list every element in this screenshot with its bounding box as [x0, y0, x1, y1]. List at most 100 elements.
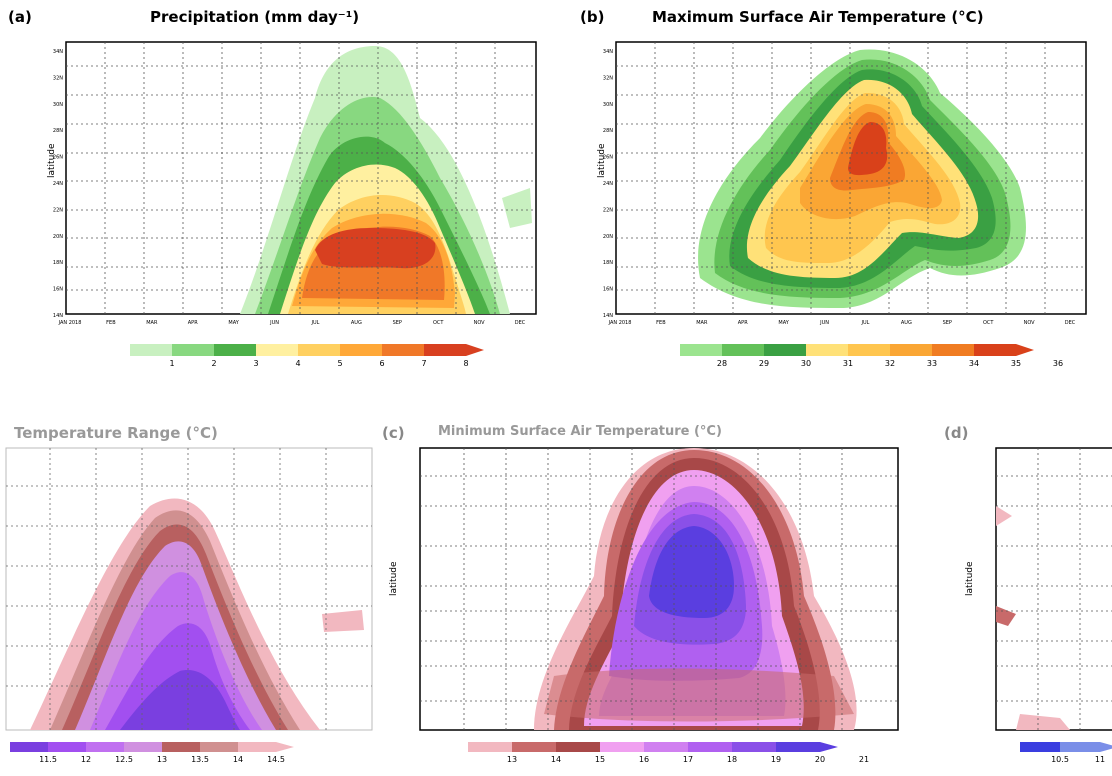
panel-c-grid — [6, 448, 372, 730]
tmin-band-8 — [649, 526, 734, 618]
x-tick-label: MAY — [778, 320, 789, 326]
colorbar-swatch — [298, 344, 340, 356]
colorbar-swatch — [600, 742, 644, 752]
panel-e-colorbar: 10.5 11 — [1020, 742, 1112, 764]
colorbar-swatch — [1020, 742, 1060, 752]
colorbar-label: 14 — [551, 755, 561, 764]
colorbar-label: 34 — [969, 359, 979, 368]
panel-b-grid — [616, 42, 1086, 314]
colorbar-swatch — [340, 344, 382, 356]
x-tick-label: FEB — [106, 320, 116, 326]
colorbar-swatch — [238, 742, 276, 752]
colorbar-swatch — [764, 344, 806, 356]
colorbar-label: 13 — [507, 755, 517, 764]
y-tick-label: 18N — [603, 260, 613, 266]
x-tick-label: SEP — [393, 320, 402, 326]
colorbar-label: 5 — [337, 359, 342, 368]
colorbar-label: 3 — [253, 359, 258, 368]
precip-green-edge — [502, 188, 532, 228]
colorbar-swatch — [512, 742, 556, 752]
colorbar-swatch — [806, 344, 848, 356]
x-tick-label: APR — [738, 320, 748, 326]
x-tick-label: JUN — [819, 320, 829, 326]
y-tick-label: 34N — [53, 49, 63, 55]
colorbar-swatch — [256, 344, 298, 356]
x-tick-label: AUG — [901, 320, 912, 326]
y-tick-label: 32N — [603, 75, 613, 81]
colorbar-label: 18 — [727, 755, 737, 764]
panel-d-title: Minimum Surface Air Temperature (°C) — [438, 424, 722, 439]
panel-b-label: (b) — [580, 8, 605, 26]
colorbar-swatch — [130, 344, 172, 356]
panel-a-field — [240, 46, 532, 315]
colorbar-label: 30 — [801, 359, 811, 368]
panel-a-grid — [66, 42, 536, 314]
panel-e-label: (d) — [944, 424, 969, 442]
colorbar-swatch — [732, 742, 776, 752]
colorbar-swatch — [848, 344, 890, 356]
colorbar-label: 33 — [927, 359, 937, 368]
e-blob-1 — [996, 506, 1012, 526]
colorbar-label: 8 — [463, 359, 468, 368]
colorbar-swatch — [680, 344, 722, 356]
panel-d-colorbar: 13 14 15 16 17 18 19 20 21 — [468, 742, 869, 764]
y-tick-label: 20N — [603, 234, 613, 240]
y-tick-label: 24N — [603, 181, 613, 187]
colorbar-swatch — [556, 742, 600, 752]
colorbar-swatch — [1060, 742, 1100, 752]
panel-b-xticks: JAN 2018 FEB MAR APR MAY JUN JUL AUG SEP OCT NOV DE… — [608, 320, 1076, 326]
x-tick-label: NOV — [1024, 320, 1036, 326]
x-tick-label: AUG — [351, 320, 362, 326]
colorbar-arrow — [466, 344, 484, 356]
panel-b-colorbar: 28 29 30 31 32 33 34 35 36 — [680, 344, 1063, 368]
panel-a-title: Precipitation (mm day⁻¹) — [150, 8, 360, 26]
panel-b-field — [698, 49, 1026, 309]
colorbar-swatch — [10, 742, 48, 752]
x-tick-label: JUN — [269, 320, 279, 326]
colorbar-swatch — [890, 344, 932, 356]
panel-b-chart: latitude 14N 16N 18N 20N 22N 24N 26N 28N 30N 32N 3… — [597, 41, 1087, 368]
colorbar-label: 14.5 — [267, 755, 285, 764]
x-tick-label: MAR — [696, 320, 708, 326]
panel-d-label: (c) — [382, 424, 405, 442]
panel-d-field — [534, 448, 857, 730]
colorbar-swatch — [124, 742, 162, 752]
tmax-band-8 — [848, 122, 888, 176]
colorbar-swatch — [722, 344, 764, 356]
colorbar-swatch — [48, 742, 86, 752]
panel-c-chart: 11.5 12 12.5 13 13.5 14 14.5 — [5, 447, 373, 764]
colorbar-label: 4 — [295, 359, 300, 368]
panel-e-frame — [995, 447, 1112, 731]
y-tick-label: 20N — [53, 234, 63, 240]
y-tick-label: 34N — [603, 49, 613, 55]
panel-e-ylabel: latitude — [965, 561, 975, 596]
panel-a-label: (a) — [8, 8, 32, 26]
panel-a-plot: latitude 14N 16N 18N 20N 22N 24N 26N 28N 30N 32N 3… — [47, 41, 537, 326]
colorbar-label: 13.5 — [191, 755, 209, 764]
y-tick-label: 22N — [53, 207, 63, 213]
tmin-bottom-blob — [544, 668, 854, 722]
x-tick-label: NOV — [474, 320, 486, 326]
colorbar-label: 12.5 — [115, 755, 133, 764]
colorbar-label: 11 — [1095, 755, 1105, 764]
panel-d-ylabel: latitude — [389, 561, 399, 596]
e-blob-3 — [1016, 714, 1070, 730]
x-tick-label: MAY — [228, 320, 239, 326]
colorbar-swatch — [424, 344, 466, 356]
colorbar-label: 19 — [771, 755, 781, 764]
colorbar-label: 20 — [815, 755, 825, 764]
colorbar-label: 11.5 — [39, 755, 57, 764]
panel-b-title: Maximum Surface Air Temperature (°C) — [652, 8, 984, 26]
colorbar-label: 31 — [843, 359, 853, 368]
colorbar-arrow — [820, 742, 838, 752]
panel-a-xticks: JAN 2018 FEB MAR APR MAY JUN JUL AUG SEP OCT NOV DE… — [58, 320, 526, 326]
colorbar-label: 10.5 — [1051, 755, 1069, 764]
panel-c-title: Temperature Range (°C) — [14, 424, 218, 442]
panel-d-chart: latitude 13 14 15 16 17 18 19 20 21 — [389, 447, 899, 764]
panel-b-yticks: 14N 16N 18N 20N 22N 24N 26N 28N 30N 32N 34N — [603, 49, 613, 319]
colorbar-arrow — [1016, 344, 1034, 356]
colorbar-label: 12 — [81, 755, 91, 764]
panel-a-yticks: 14N 16N 18N 20N 22N 24N 26N 28N 30N 32N 34N — [53, 49, 63, 319]
colorbar-swatch — [688, 742, 732, 752]
range-side-blob — [322, 610, 364, 632]
